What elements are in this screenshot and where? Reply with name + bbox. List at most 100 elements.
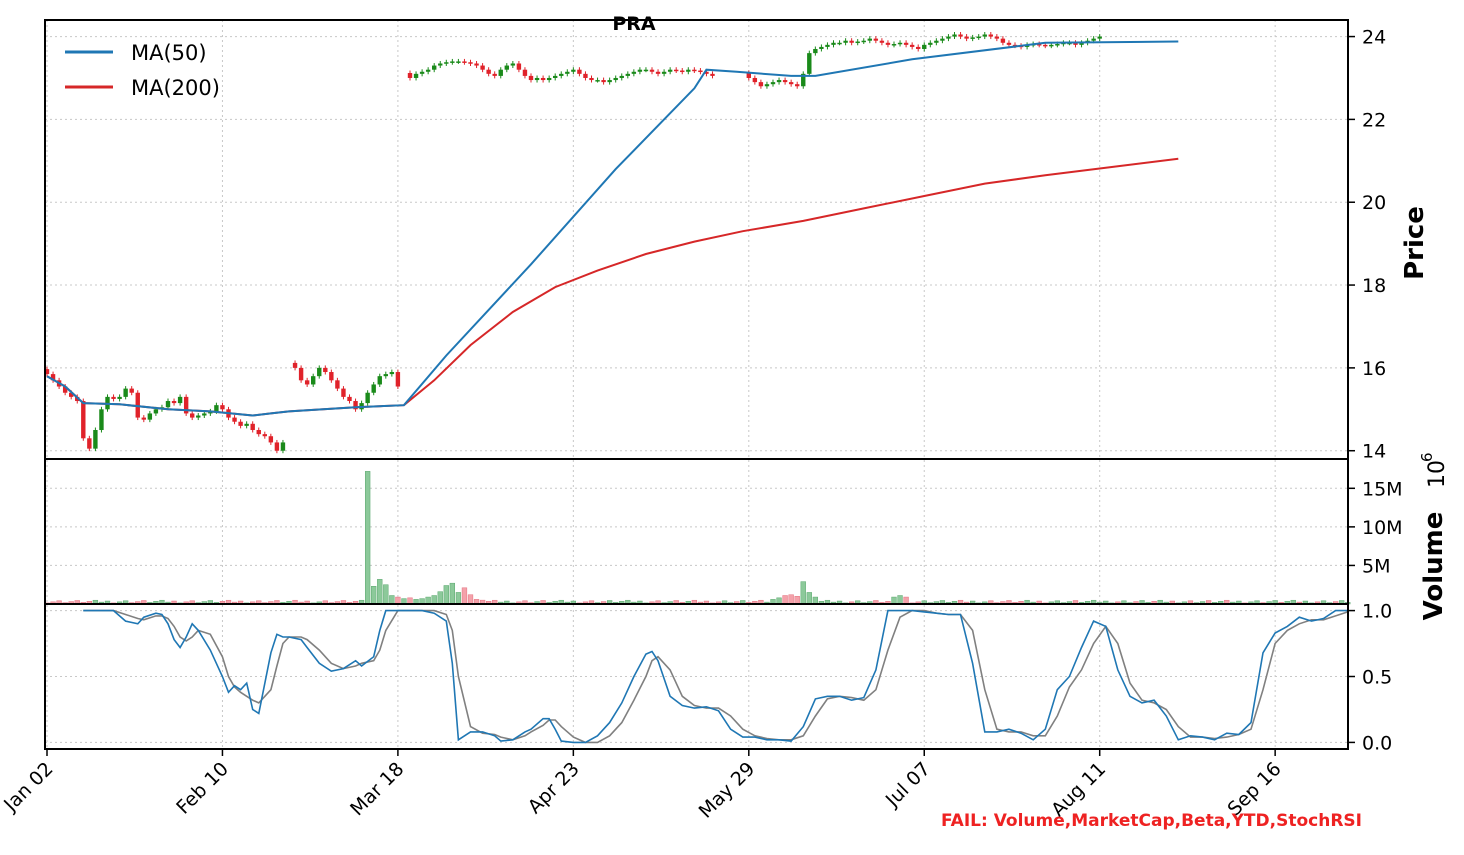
candle-body (196, 415, 201, 418)
candle-body (667, 69, 673, 72)
candle-body (474, 63, 479, 66)
volume-bar (891, 596, 897, 605)
candle-body (595, 80, 600, 82)
candle-body (87, 438, 92, 449)
candle-body (407, 73, 413, 78)
candle-body (153, 409, 159, 414)
candle-body (183, 396, 189, 414)
candle-body (1006, 42, 1012, 45)
candle-body (377, 376, 382, 385)
candle-body (897, 42, 903, 45)
volume-bar (800, 581, 806, 605)
candle-body (752, 77, 758, 83)
x-tick-label: Mar 18 (346, 758, 408, 820)
price-tick-label: 18 (1362, 275, 1386, 297)
volume-bar (425, 596, 431, 605)
volume-offset-base: 10 (1425, 460, 1450, 488)
candle-body (516, 63, 522, 70)
candle-body (280, 442, 286, 451)
volume-bar (903, 596, 909, 605)
candle-body (1055, 44, 1060, 46)
stochrsi-tick-label: 0.0 (1362, 732, 1392, 754)
candle-body (341, 388, 346, 397)
candle-body (1043, 44, 1048, 47)
candle-body (504, 65, 509, 70)
candle-body (534, 77, 540, 81)
candle-body (994, 36, 1000, 39)
candle-body (982, 34, 987, 37)
volume-tick-label: 15M (1362, 478, 1403, 500)
legend-label-ma50: MA(50) (131, 41, 207, 65)
candle-body (565, 71, 570, 74)
volume-offset-exponent: 6 (1418, 452, 1436, 462)
candle-body (62, 386, 68, 393)
stochrsi-lines (83, 609, 1349, 744)
candle-body (674, 69, 679, 72)
ma200-line (46, 157, 1179, 417)
volume-bar (461, 587, 468, 605)
candle-body (522, 69, 528, 76)
volume-tick-label: 5M (1362, 555, 1390, 577)
price-tick-label: 20 (1362, 192, 1386, 214)
candle-body (1097, 36, 1102, 39)
candle-body (686, 69, 691, 72)
candle-body (389, 372, 395, 375)
candle-body (698, 70, 703, 73)
candle-body (782, 80, 788, 83)
candle-body (165, 401, 171, 408)
candle-body (704, 71, 709, 74)
candle-body (147, 413, 153, 420)
candle-body (661, 71, 667, 74)
candle-body (510, 63, 516, 66)
candle-body (831, 42, 836, 45)
candle-body (432, 65, 437, 70)
candle-body (69, 392, 74, 397)
volume-bar (437, 591, 443, 605)
x-tick-label: Apr 23 (524, 758, 584, 818)
candle-body (559, 73, 564, 76)
candle-body (256, 430, 261, 435)
price-axis-label: Price (1400, 206, 1430, 280)
candle-body (855, 41, 860, 44)
candle-body (480, 65, 485, 70)
candle-body (1091, 38, 1096, 41)
candle-body (528, 75, 534, 81)
candle-body (607, 80, 612, 83)
candle-body (891, 44, 897, 46)
legend: MA(50) MA(200) (65, 41, 220, 100)
candle-body (619, 75, 624, 78)
candle-body (540, 77, 546, 81)
candle-body (631, 71, 637, 74)
candle-body (123, 388, 128, 397)
candle-body (292, 362, 298, 368)
candle-body (958, 34, 963, 37)
candle-body (837, 42, 842, 45)
candle-body (329, 372, 334, 381)
candle-body (988, 34, 993, 37)
candle-body (365, 392, 370, 404)
volume-panel-frame (44, 458, 1349, 605)
candle-body (788, 82, 794, 85)
candle-body (353, 401, 358, 410)
candle-body (238, 421, 243, 426)
candle-body (807, 53, 812, 74)
volume-bar (365, 471, 371, 605)
candle-body (553, 75, 558, 78)
candle-body (795, 84, 800, 87)
volume-axis-label: Volume (1419, 512, 1449, 621)
grid-lines (45, 20, 1348, 749)
candle-body (129, 388, 134, 393)
candle-body (304, 380, 310, 385)
candle-body (546, 77, 552, 81)
candle-body (413, 73, 419, 78)
candle-body (250, 423, 255, 431)
candle-body (395, 372, 401, 387)
candle-body (335, 380, 340, 389)
fail-status-text: FAIL: Volume,MarketCap,Beta,YTD,StochRSI (941, 811, 1362, 831)
candle-body (934, 40, 939, 43)
ma50-line (46, 40, 1179, 417)
candle-body (861, 40, 866, 43)
candle-body (976, 36, 981, 39)
candle-body (111, 396, 116, 399)
